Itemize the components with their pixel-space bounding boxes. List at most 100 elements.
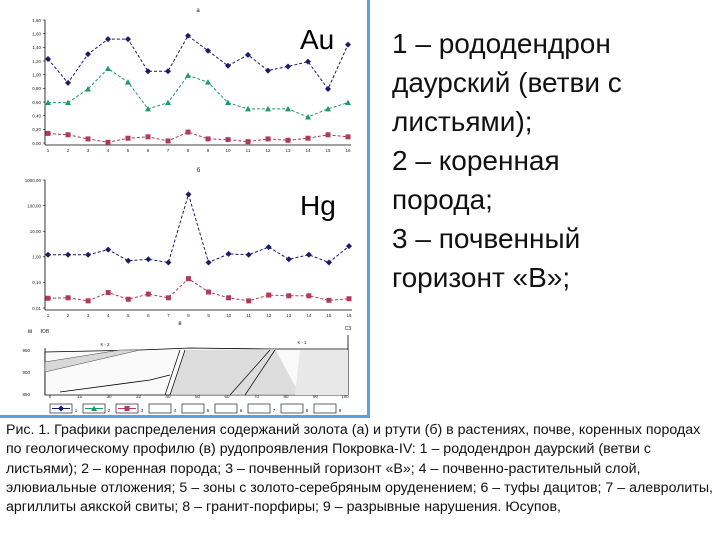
square-marker [124,406,130,411]
fault-line [169,349,186,396]
x-tick-label: 12 [266,313,272,318]
x-tick-label: 1 [47,313,50,318]
diamond-marker [145,68,151,75]
triangle-marker [325,105,331,112]
x-tick-label: 10 [226,313,232,318]
square-marker [85,136,91,142]
x-tick-label: 16 [346,313,352,318]
x-tick-label: 4 [107,313,110,318]
diamond-marker [58,405,64,412]
y-tick-label: 0,60 [32,100,41,105]
legend-number: 2 [108,408,111,413]
diamond-marker [125,257,132,264]
figure-caption: Рис. 1. Графики распределения содержаний… [6,422,713,516]
unit-label: м [28,329,32,335]
y-tick-label: 0,01 [32,306,41,311]
y-tick-label: 1,80 [32,18,41,23]
diamond-marker [346,243,352,250]
diamond-marker [185,32,191,39]
legend-line: горизонт «В»; [392,262,571,293]
legend-number: 9 [339,408,342,413]
x-tick-label: 5 [127,313,130,318]
x-tick-label: 4 [107,148,110,153]
y-tick-label: 0,10 [32,280,41,285]
square-marker [45,130,51,136]
series-line-1 [48,192,350,264]
square-marker [185,129,191,135]
section-title: в [178,321,181,327]
square-marker [346,296,352,302]
distance-label: 0 [49,394,52,399]
triangle-marker [165,99,171,106]
triangle-marker [225,99,231,106]
x-tick-label: 9 [207,313,210,318]
square-marker [205,136,211,142]
legend-number: 5 [207,408,210,413]
y-tick-label: 0,80 [32,86,41,91]
square-marker [65,132,71,138]
square-marker [125,135,131,141]
diamond-marker [205,259,212,266]
square-marker [225,137,231,143]
y-tick-label: 100,00 [27,203,41,208]
square-marker [265,136,271,142]
x-tick-label: 6 [147,313,150,318]
x-tick-label: 7 [167,313,170,318]
x-tick-label: 8 [187,148,190,153]
distance-label: 80 [283,394,289,399]
square-marker [245,139,251,145]
square-marker [345,134,351,140]
distance-label: 15 [77,394,83,399]
legend-line: листьями); [392,106,533,137]
legend-number: 1 [75,408,78,413]
distance-label: 90 [313,394,319,399]
diamond-marker [305,251,312,258]
square-marker [45,295,51,301]
diamond-marker [65,79,71,86]
legend-swatch-9 [313,403,337,414]
square-marker [65,295,71,301]
square-marker [325,132,331,138]
diamond-marker [325,86,331,93]
diamond-marker [205,47,211,54]
x-tick-label: 16 [345,148,351,153]
diamond-marker [85,251,92,258]
diamond-marker [265,67,271,74]
triangle-marker [85,86,91,92]
square-marker [286,293,292,299]
x-tick-label: 1 [47,148,50,153]
x-tick-label: 11 [246,313,251,318]
figure-panel: а 0,00 0,20 0,40 0,60 0,80 1,00 1,20 1,40 1,60 1,8… [0,0,370,418]
distance-label: 60 [224,394,230,399]
legend-swatch-7 [247,403,271,414]
diamond-marker [45,55,51,62]
y-tick-label: 1,20 [32,59,41,64]
square-marker [306,293,312,299]
square-marker [226,295,232,301]
y-tick-label: 1000,00 [25,178,42,183]
siltstone-unit [170,349,300,395]
elevation-label: 950 [22,348,30,353]
right-end-label: СЗ [345,326,352,332]
square-marker [266,292,272,298]
legend-line: даурский (ветви с [392,67,622,98]
ore-zone [44,349,141,373]
diamond-marker [45,251,51,258]
diamond-marker [105,246,112,253]
elevation-label: 850 [22,392,30,397]
series-line-2 [48,67,349,118]
left-end-label: ЮВ [41,329,50,335]
diamond-marker [245,51,251,58]
fault-line [244,349,276,396]
au-label: Au [300,24,335,55]
legend-number: 8 [306,408,309,413]
fault-line [164,349,181,396]
chart-title: а [196,8,200,14]
x-tick-label: 13 [286,313,292,318]
distance-label: 30 [106,394,112,399]
legend-swatch-4 [148,403,172,414]
elevation-label: 900 [22,370,30,375]
square-marker [246,298,252,304]
legend-line: 2 – коренная [392,145,560,176]
x-tick-label: 6 [147,148,150,153]
